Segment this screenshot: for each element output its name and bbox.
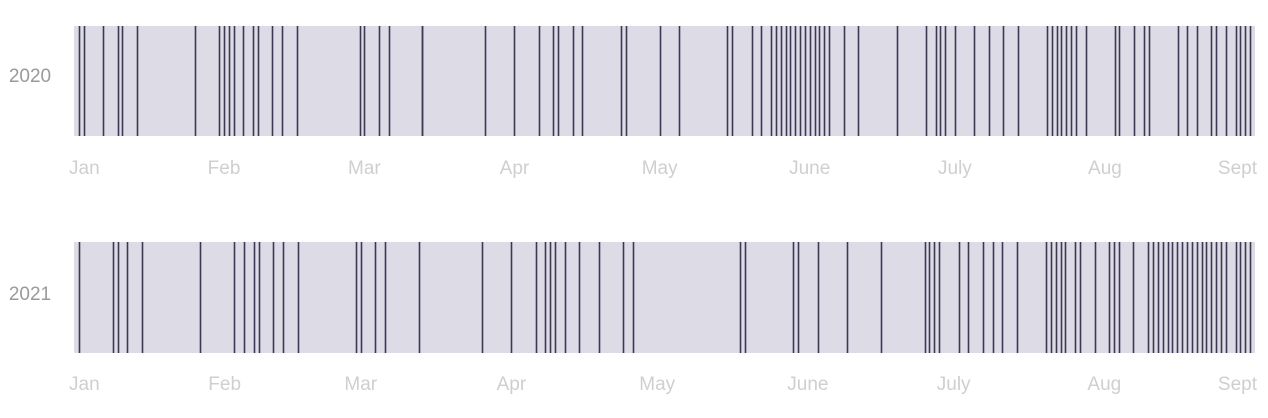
x-tick-label: Jan bbox=[69, 158, 100, 179]
x-tick-label: July bbox=[937, 374, 971, 395]
strip-background-2020 bbox=[74, 26, 1255, 136]
x-tick-label: Jan bbox=[69, 374, 100, 395]
x-tick-label: Aug bbox=[1087, 374, 1121, 395]
x-tick-label: Feb bbox=[208, 374, 241, 395]
x-tick-label: June bbox=[787, 374, 828, 395]
row-label-2021: 2021 bbox=[8, 284, 52, 305]
strip-background-2021 bbox=[74, 242, 1255, 353]
x-tick-label: Mar bbox=[344, 374, 377, 395]
x-tick-label: Feb bbox=[208, 158, 241, 179]
x-tick-label: May bbox=[642, 158, 678, 179]
x-tick-label: June bbox=[789, 158, 830, 179]
row-label-2020: 2020 bbox=[8, 66, 52, 87]
x-tick-label: Sept bbox=[1218, 158, 1258, 179]
x-tick-label: Sept bbox=[1218, 374, 1258, 395]
x-tick-label: Mar bbox=[348, 158, 381, 179]
x-tick-label: Aug bbox=[1088, 158, 1122, 179]
x-tick-label: May bbox=[639, 374, 675, 395]
x-tick-label: Apr bbox=[500, 158, 530, 179]
x-tick-label: Apr bbox=[497, 374, 527, 395]
x-tick-label: July bbox=[938, 158, 972, 179]
